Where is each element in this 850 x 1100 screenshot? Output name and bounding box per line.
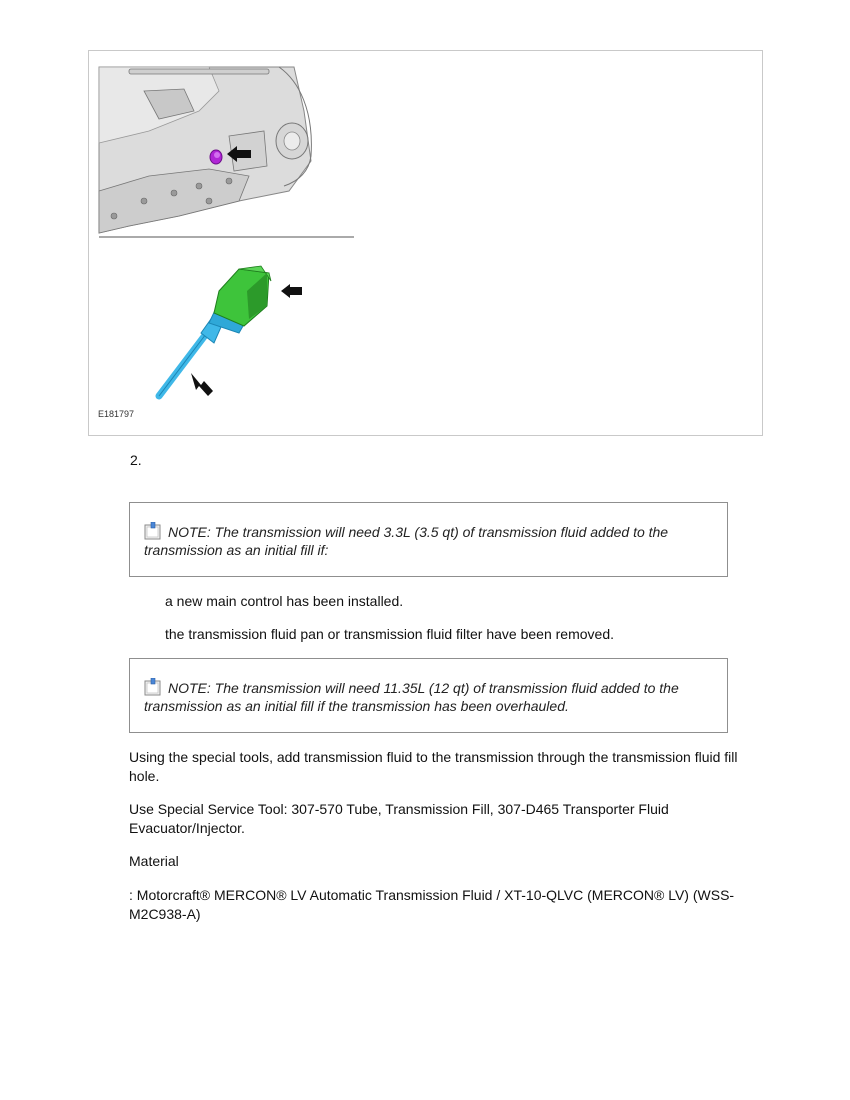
instruction-paragraph: Using the special tools, add transmissio…	[129, 749, 738, 784]
note-box-overhaul-fill: NOTE: The transmission will need 11.35L …	[129, 658, 728, 733]
note-icon	[144, 522, 161, 540]
special-tools-paragraph: Use Special Service Tool: 307-570 Tube, …	[129, 801, 669, 836]
condition-item: the transmission fluid pan or transmissi…	[165, 626, 614, 642]
note-box-initial-fill: NOTE: The transmission will need 3.3L (3…	[129, 502, 728, 577]
step-number: 2.	[130, 452, 142, 468]
note-text: NOTE: The transmission will need 3.3L (3…	[144, 524, 669, 558]
transmission-case-drawing	[98, 66, 354, 238]
fill-adapter-drawing	[155, 265, 302, 400]
note-icon	[144, 678, 161, 696]
material-label: Material	[129, 853, 179, 869]
condition-item: a new main control has been installed.	[165, 593, 404, 609]
note-text: NOTE: The transmission will need 11.35L …	[144, 680, 679, 714]
fill-plug-highlight	[209, 149, 223, 165]
service-illustration: E181797	[88, 50, 763, 436]
transmission-illustration	[98, 66, 354, 400]
material-specification: : Motorcraft® MERCON® LV Automatic Trans…	[129, 887, 735, 922]
figure-reference-code: E181797	[98, 409, 135, 419]
